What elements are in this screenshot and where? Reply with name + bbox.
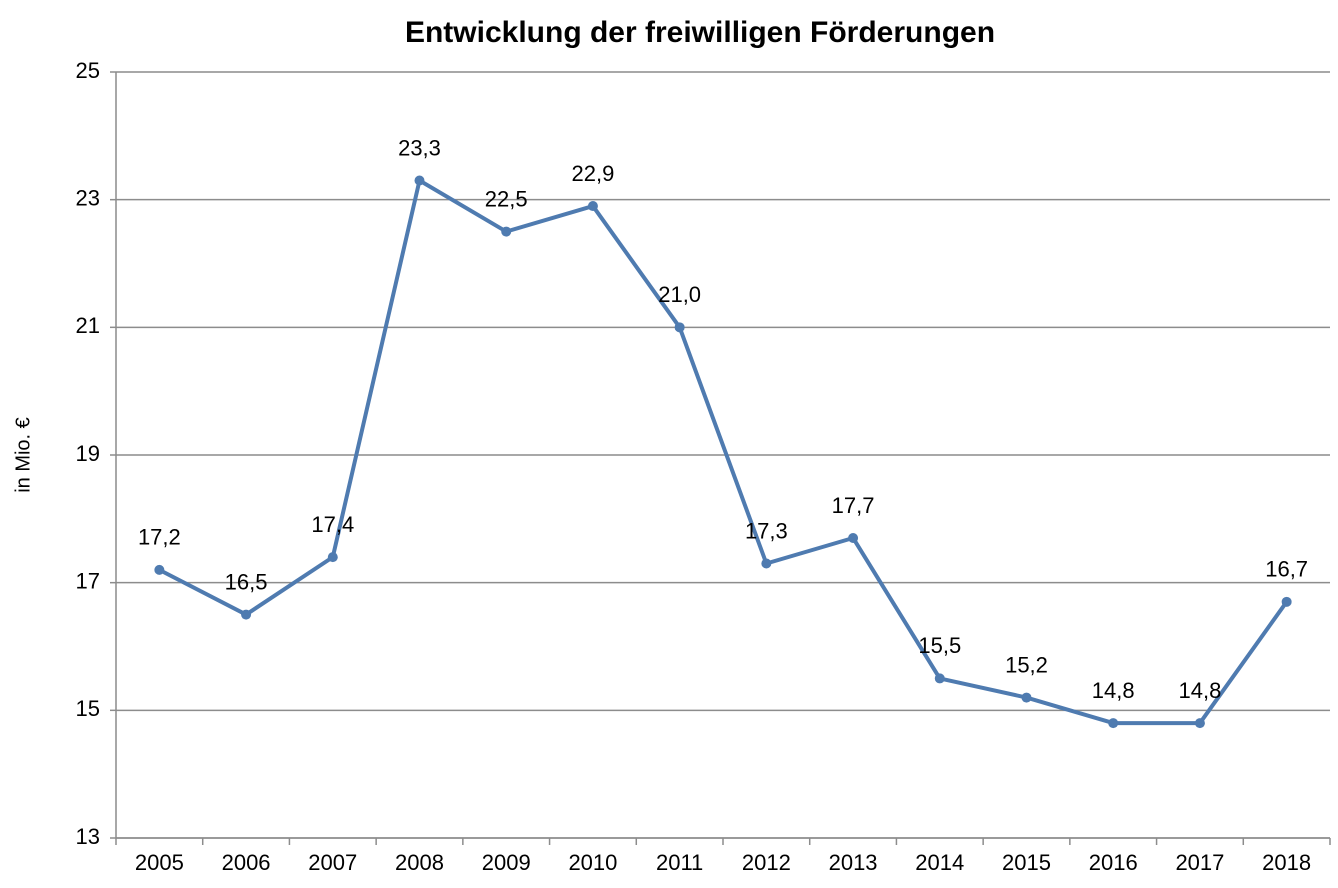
y-tick-label: 23 [76,185,100,210]
x-tick-label: 2005 [135,850,184,875]
x-tick-label: 2018 [1262,850,1311,875]
data-label: 15,2 [1005,652,1048,677]
x-tick-label: 2007 [308,850,357,875]
data-point [674,322,685,333]
data-point [414,175,425,186]
data-label: 16,5 [225,569,268,594]
data-label: 17,3 [745,518,788,543]
y-tick-label: 15 [76,696,100,721]
y-tick-label: 13 [76,824,100,849]
y-tick-label: 19 [76,441,100,466]
data-point [327,552,338,563]
x-tick-label: 2011 [656,850,703,875]
data-label: 14,8 [1092,678,1135,703]
x-tick-label: 2012 [742,850,791,875]
data-point [1194,718,1205,729]
x-tick-label: 2015 [1002,850,1051,875]
data-label: 17,2 [138,525,181,550]
data-label: 14,8 [1179,678,1222,703]
x-tick-label: 2014 [915,850,964,875]
x-tick-label: 2006 [222,850,271,875]
data-point [848,532,859,543]
data-line [158,178,1289,726]
data-label: 21,0 [658,282,701,307]
x-tick-label: 2016 [1089,850,1138,875]
x-tick-label: 2013 [829,850,878,875]
data-label: 23,3 [398,135,441,160]
data-point [934,673,945,684]
data-point [241,609,252,620]
y-tick-label: 17 [76,568,100,593]
data-label: 17,4 [311,512,354,537]
data-label: 16,7 [1265,557,1308,582]
x-tick-label: 2017 [1175,850,1224,875]
data-point [154,564,165,575]
chart-title: Entwicklung der freiwilligen Förderungen [405,16,995,49]
y-tick-label: 21 [76,313,100,338]
data-label: 15,5 [918,633,961,658]
y-axis-label: in Mio. € [12,417,34,493]
y-tick-label: 25 [76,58,100,83]
data-point [587,201,598,212]
x-tick-label: 2010 [568,850,617,875]
data-label: 22,5 [485,186,528,211]
data-label: 22,9 [572,161,615,186]
x-tick-label: 2008 [395,850,444,875]
data-point [1021,692,1032,703]
data-point [1281,596,1292,607]
x-tick-label: 2009 [482,850,531,875]
data-point [761,558,772,569]
data-point [1108,718,1119,729]
data-point [501,226,512,237]
data-label: 17,7 [832,493,875,518]
